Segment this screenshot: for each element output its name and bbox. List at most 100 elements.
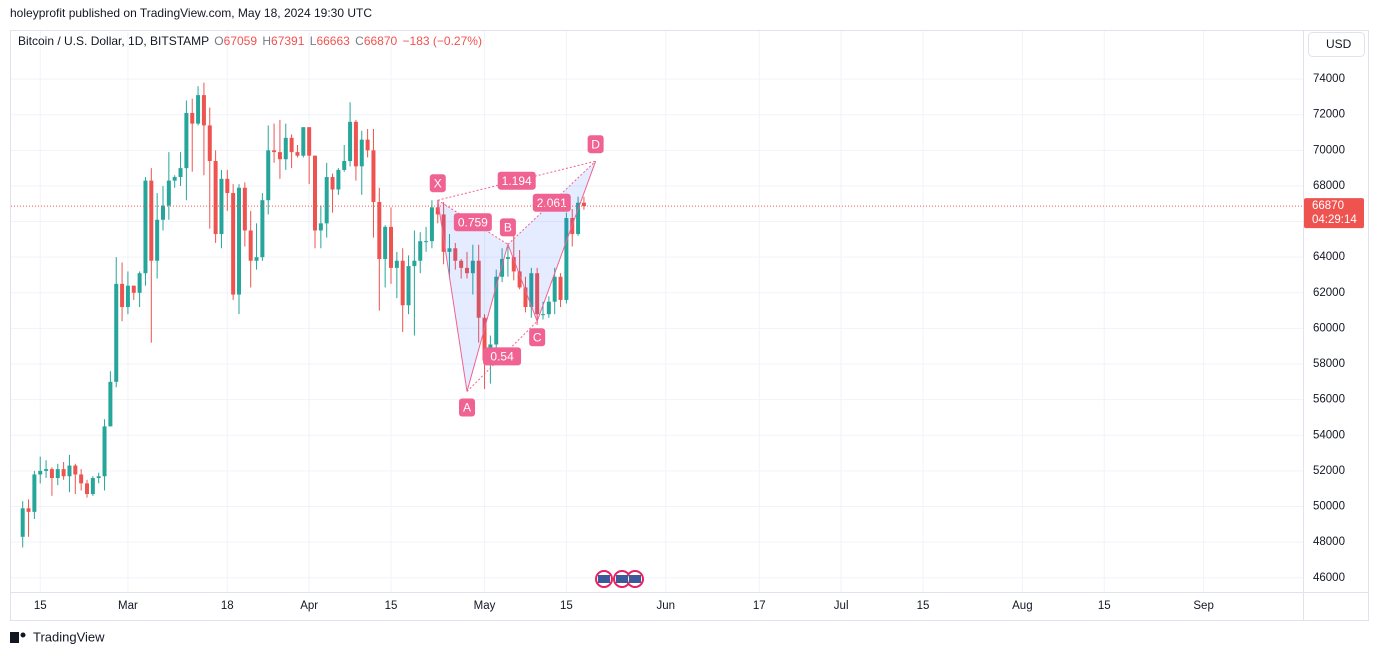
point-box <box>499 218 516 237</box>
candle-body <box>348 121 353 162</box>
candle-body <box>155 219 160 261</box>
candle-body <box>67 465 72 477</box>
candle-body <box>143 180 148 274</box>
candle-body <box>546 301 551 315</box>
candle-body <box>535 273 540 315</box>
candle-body <box>465 267 469 274</box>
candle-body <box>213 161 218 235</box>
candle-body <box>377 201 382 259</box>
point-label: D <box>591 137 600 151</box>
candle-body <box>541 314 545 316</box>
legend-key: O <box>214 34 223 48</box>
candle-body <box>96 476 101 479</box>
y-tick-label: 60000 <box>1313 322 1345 334</box>
candle-body <box>161 205 165 220</box>
point-label: X <box>434 176 442 190</box>
candle-body <box>108 381 113 427</box>
currency-button[interactable] <box>1308 32 1365 57</box>
y-tick-label: 64000 <box>1313 251 1345 263</box>
candle-body <box>172 177 177 181</box>
candle-body <box>476 260 481 318</box>
candle-body <box>114 283 119 382</box>
candle-body <box>120 283 125 308</box>
candle-body <box>184 112 189 169</box>
candle-body <box>289 137 294 153</box>
y-tick-label: 58000 <box>1313 358 1345 370</box>
candle-body <box>190 112 195 124</box>
candle-body <box>517 271 522 288</box>
candle-body <box>389 226 393 268</box>
candle-body <box>242 187 247 231</box>
x-tick-label: Jul <box>834 600 849 612</box>
candle-body <box>447 248 452 252</box>
candle-body <box>254 257 259 261</box>
grid <box>11 31 1303 592</box>
point-box <box>429 174 446 193</box>
candle-body <box>412 260 417 267</box>
candle-body <box>102 426 107 477</box>
candle-body <box>581 202 586 207</box>
candle-body <box>266 150 271 201</box>
candle-body <box>231 193 236 295</box>
axes: 46000 48000 50000 52000 54000 56000 58000 60000… <box>34 73 1364 612</box>
candle-body <box>272 150 277 153</box>
legend-value: 66663 <box>316 34 350 48</box>
candle-body <box>470 260 475 274</box>
x-tick-label: Aug <box>1012 600 1032 612</box>
legend-key: H <box>262 34 271 48</box>
y-tick-label: 48000 <box>1313 536 1345 548</box>
candle-body <box>494 276 499 345</box>
candle-body <box>207 125 212 162</box>
x-tick-label: 15 <box>917 600 930 612</box>
y-tick-label: 50000 <box>1313 501 1345 513</box>
x-tick-label: May <box>474 600 496 612</box>
candle-body <box>453 248 458 261</box>
legend-key: C <box>355 34 364 48</box>
price-tag-label: 66870 <box>1312 200 1344 212</box>
point-label: A <box>463 401 471 415</box>
chart-frame <box>10 30 1369 621</box>
currency: USD <box>1326 37 1352 51</box>
published-line: holeyprofit published on TradingView.com… <box>10 6 372 20</box>
candle-body <box>318 223 323 231</box>
candle-body <box>237 187 241 295</box>
price-tag <box>1304 198 1364 229</box>
candle-body <box>295 152 300 156</box>
candle-body <box>201 95 206 126</box>
flag <box>616 575 628 583</box>
legend-value: 67059 <box>224 34 258 48</box>
candle-body <box>137 273 142 293</box>
legend-value: 67391 <box>271 34 305 48</box>
candle-body <box>79 474 84 484</box>
candle-body <box>459 260 464 268</box>
candle-body <box>61 469 66 477</box>
candle-body <box>283 137 288 160</box>
candle-body <box>44 469 49 471</box>
candle-body <box>73 465 78 475</box>
candle-body <box>131 285 136 293</box>
x-tick-label: 17 <box>753 600 766 612</box>
candle-body <box>166 180 171 206</box>
ratio-label: 0.54 <box>490 350 514 364</box>
plot: 0.759 0.54 2.061 1.194 X A B C D <box>11 82 1303 548</box>
ratio-box <box>453 213 492 232</box>
candle-body <box>523 287 528 308</box>
candle-body <box>400 260 405 306</box>
flag <box>629 575 641 583</box>
y-tick-label: 52000 <box>1313 465 1345 477</box>
flag <box>598 575 610 583</box>
candle-body <box>429 207 434 242</box>
ratio-box <box>532 193 571 212</box>
candle-body <box>178 168 183 178</box>
candle-body <box>424 241 429 243</box>
candle-body <box>418 241 423 261</box>
change: −183 (−0.27%) <box>403 34 482 48</box>
pattern-fill <box>437 200 508 392</box>
x-tick-label: Sep <box>1193 600 1213 612</box>
candle-body <box>313 155 317 231</box>
point-box <box>529 328 546 347</box>
candle-body <box>511 257 516 272</box>
y-tick-label: 68000 <box>1313 180 1345 192</box>
x-tick-label: 15 <box>34 600 47 612</box>
candle-body <box>406 266 411 306</box>
